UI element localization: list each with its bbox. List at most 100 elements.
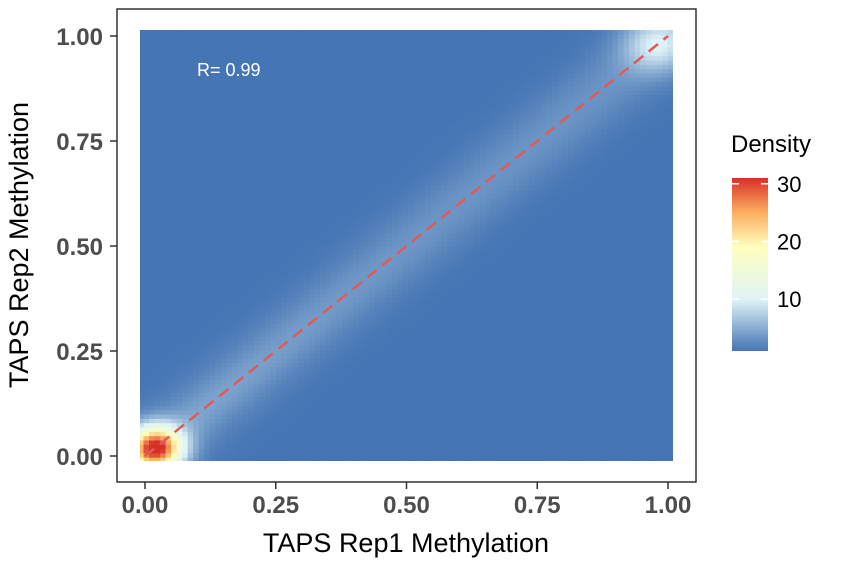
heatmap-tile bbox=[281, 206, 288, 212]
heatmap-tile bbox=[303, 172, 310, 178]
heatmap-tile bbox=[342, 46, 349, 52]
heatmap-tile bbox=[220, 30, 227, 35]
heatmap-tile bbox=[253, 185, 261, 191]
heatmap-tile bbox=[165, 167, 172, 173]
heatmap-tile bbox=[320, 215, 327, 221]
heatmap-tile bbox=[220, 422, 227, 428]
heatmap-tile bbox=[143, 379, 150, 385]
heatmap-tile bbox=[176, 370, 183, 376]
heatmap-tile bbox=[286, 176, 294, 182]
heatmap-tile bbox=[391, 141, 398, 147]
heatmap-tile bbox=[281, 154, 288, 160]
heatmap-tile bbox=[369, 159, 376, 165]
heatmap-tile bbox=[226, 318, 233, 324]
heatmap-tile bbox=[358, 81, 365, 87]
heatmap-tile bbox=[320, 172, 327, 178]
heatmap-tile bbox=[226, 405, 233, 411]
heatmap-tile bbox=[391, 241, 398, 247]
heatmap-tile bbox=[314, 176, 321, 182]
heatmap-tile bbox=[154, 254, 161, 260]
heatmap-tile bbox=[314, 150, 321, 156]
heatmap-tile bbox=[220, 392, 227, 398]
heatmap-tile bbox=[292, 81, 299, 87]
heatmap-tile bbox=[204, 141, 211, 147]
heatmap-tile bbox=[292, 137, 299, 143]
heatmap-tile bbox=[248, 85, 255, 91]
heatmap-tile bbox=[193, 219, 200, 225]
heatmap-tile bbox=[171, 72, 178, 78]
heatmap-tile bbox=[309, 344, 316, 350]
heatmap-tile bbox=[231, 55, 238, 61]
heatmap-tile bbox=[353, 396, 360, 402]
heatmap-tile bbox=[242, 331, 249, 337]
heatmap-tile bbox=[226, 418, 233, 424]
heatmap-tile bbox=[353, 59, 360, 65]
heatmap-tile bbox=[325, 379, 332, 385]
heatmap-tile bbox=[347, 288, 354, 294]
heatmap-tile bbox=[140, 327, 145, 333]
heatmap-tile bbox=[165, 211, 172, 216]
heatmap-tile bbox=[231, 59, 238, 65]
heatmap-tile bbox=[171, 426, 178, 432]
heatmap-tile bbox=[298, 379, 305, 385]
heatmap-tile bbox=[140, 129, 145, 134]
heatmap-tile bbox=[231, 267, 238, 273]
heatmap-tile bbox=[309, 396, 316, 402]
heatmap-tile bbox=[369, 189, 376, 195]
heatmap-tile bbox=[286, 202, 294, 208]
heatmap-tile bbox=[325, 275, 332, 281]
heatmap-tile bbox=[176, 241, 183, 247]
heatmap-tile bbox=[275, 297, 283, 303]
heatmap-tile bbox=[353, 444, 360, 450]
heatmap-tile bbox=[204, 331, 211, 337]
heatmap-tile bbox=[314, 375, 321, 381]
heatmap-tile bbox=[193, 444, 200, 450]
heatmap-tile bbox=[140, 103, 145, 109]
heatmap-tile bbox=[342, 288, 349, 294]
heatmap-tile bbox=[171, 409, 178, 415]
heatmap-tile bbox=[303, 288, 310, 294]
heatmap-tile bbox=[242, 306, 249, 311]
heatmap-tile bbox=[237, 68, 244, 74]
heatmap-tile bbox=[391, 98, 398, 104]
heatmap-tile bbox=[331, 90, 338, 96]
heatmap-tile bbox=[165, 448, 172, 454]
heatmap-tile bbox=[281, 167, 288, 173]
heatmap-tile bbox=[353, 336, 360, 342]
heatmap-tile bbox=[386, 141, 393, 147]
heatmap-tile bbox=[149, 59, 156, 65]
heatmap-tile bbox=[325, 344, 332, 350]
heatmap-tile bbox=[375, 271, 382, 277]
heatmap-tile bbox=[369, 388, 376, 393]
heatmap-tile bbox=[281, 323, 288, 329]
heatmap-tile bbox=[298, 431, 305, 437]
heatmap-tile bbox=[143, 258, 150, 264]
heatmap-tile bbox=[380, 431, 387, 437]
heatmap-tile bbox=[198, 288, 205, 294]
heatmap-tile bbox=[259, 103, 266, 109]
heatmap-tile bbox=[342, 405, 349, 411]
heatmap-tile bbox=[264, 172, 272, 178]
heatmap-tile bbox=[336, 452, 343, 458]
heatmap-tile bbox=[253, 409, 261, 415]
heatmap-tile bbox=[237, 202, 244, 208]
heatmap-tile bbox=[248, 262, 255, 268]
heatmap-tile bbox=[154, 431, 161, 437]
heatmap-tile bbox=[380, 120, 387, 126]
heatmap-tile bbox=[182, 349, 189, 355]
heatmap-tile bbox=[149, 77, 156, 83]
heatmap-tile bbox=[292, 228, 299, 234]
heatmap-tile bbox=[375, 249, 382, 255]
heatmap-tile bbox=[253, 59, 261, 65]
heatmap-tile bbox=[182, 435, 189, 441]
heatmap-tile bbox=[248, 344, 255, 350]
heatmap-tile bbox=[320, 426, 327, 432]
heatmap-tile bbox=[204, 94, 211, 100]
heatmap-tile bbox=[193, 68, 200, 74]
heatmap-tile bbox=[198, 42, 205, 48]
heatmap-tile bbox=[364, 444, 371, 450]
heatmap-tile bbox=[303, 370, 310, 376]
heatmap-tile bbox=[353, 401, 360, 406]
heatmap-tile bbox=[342, 42, 349, 48]
heatmap-tile bbox=[226, 249, 233, 255]
